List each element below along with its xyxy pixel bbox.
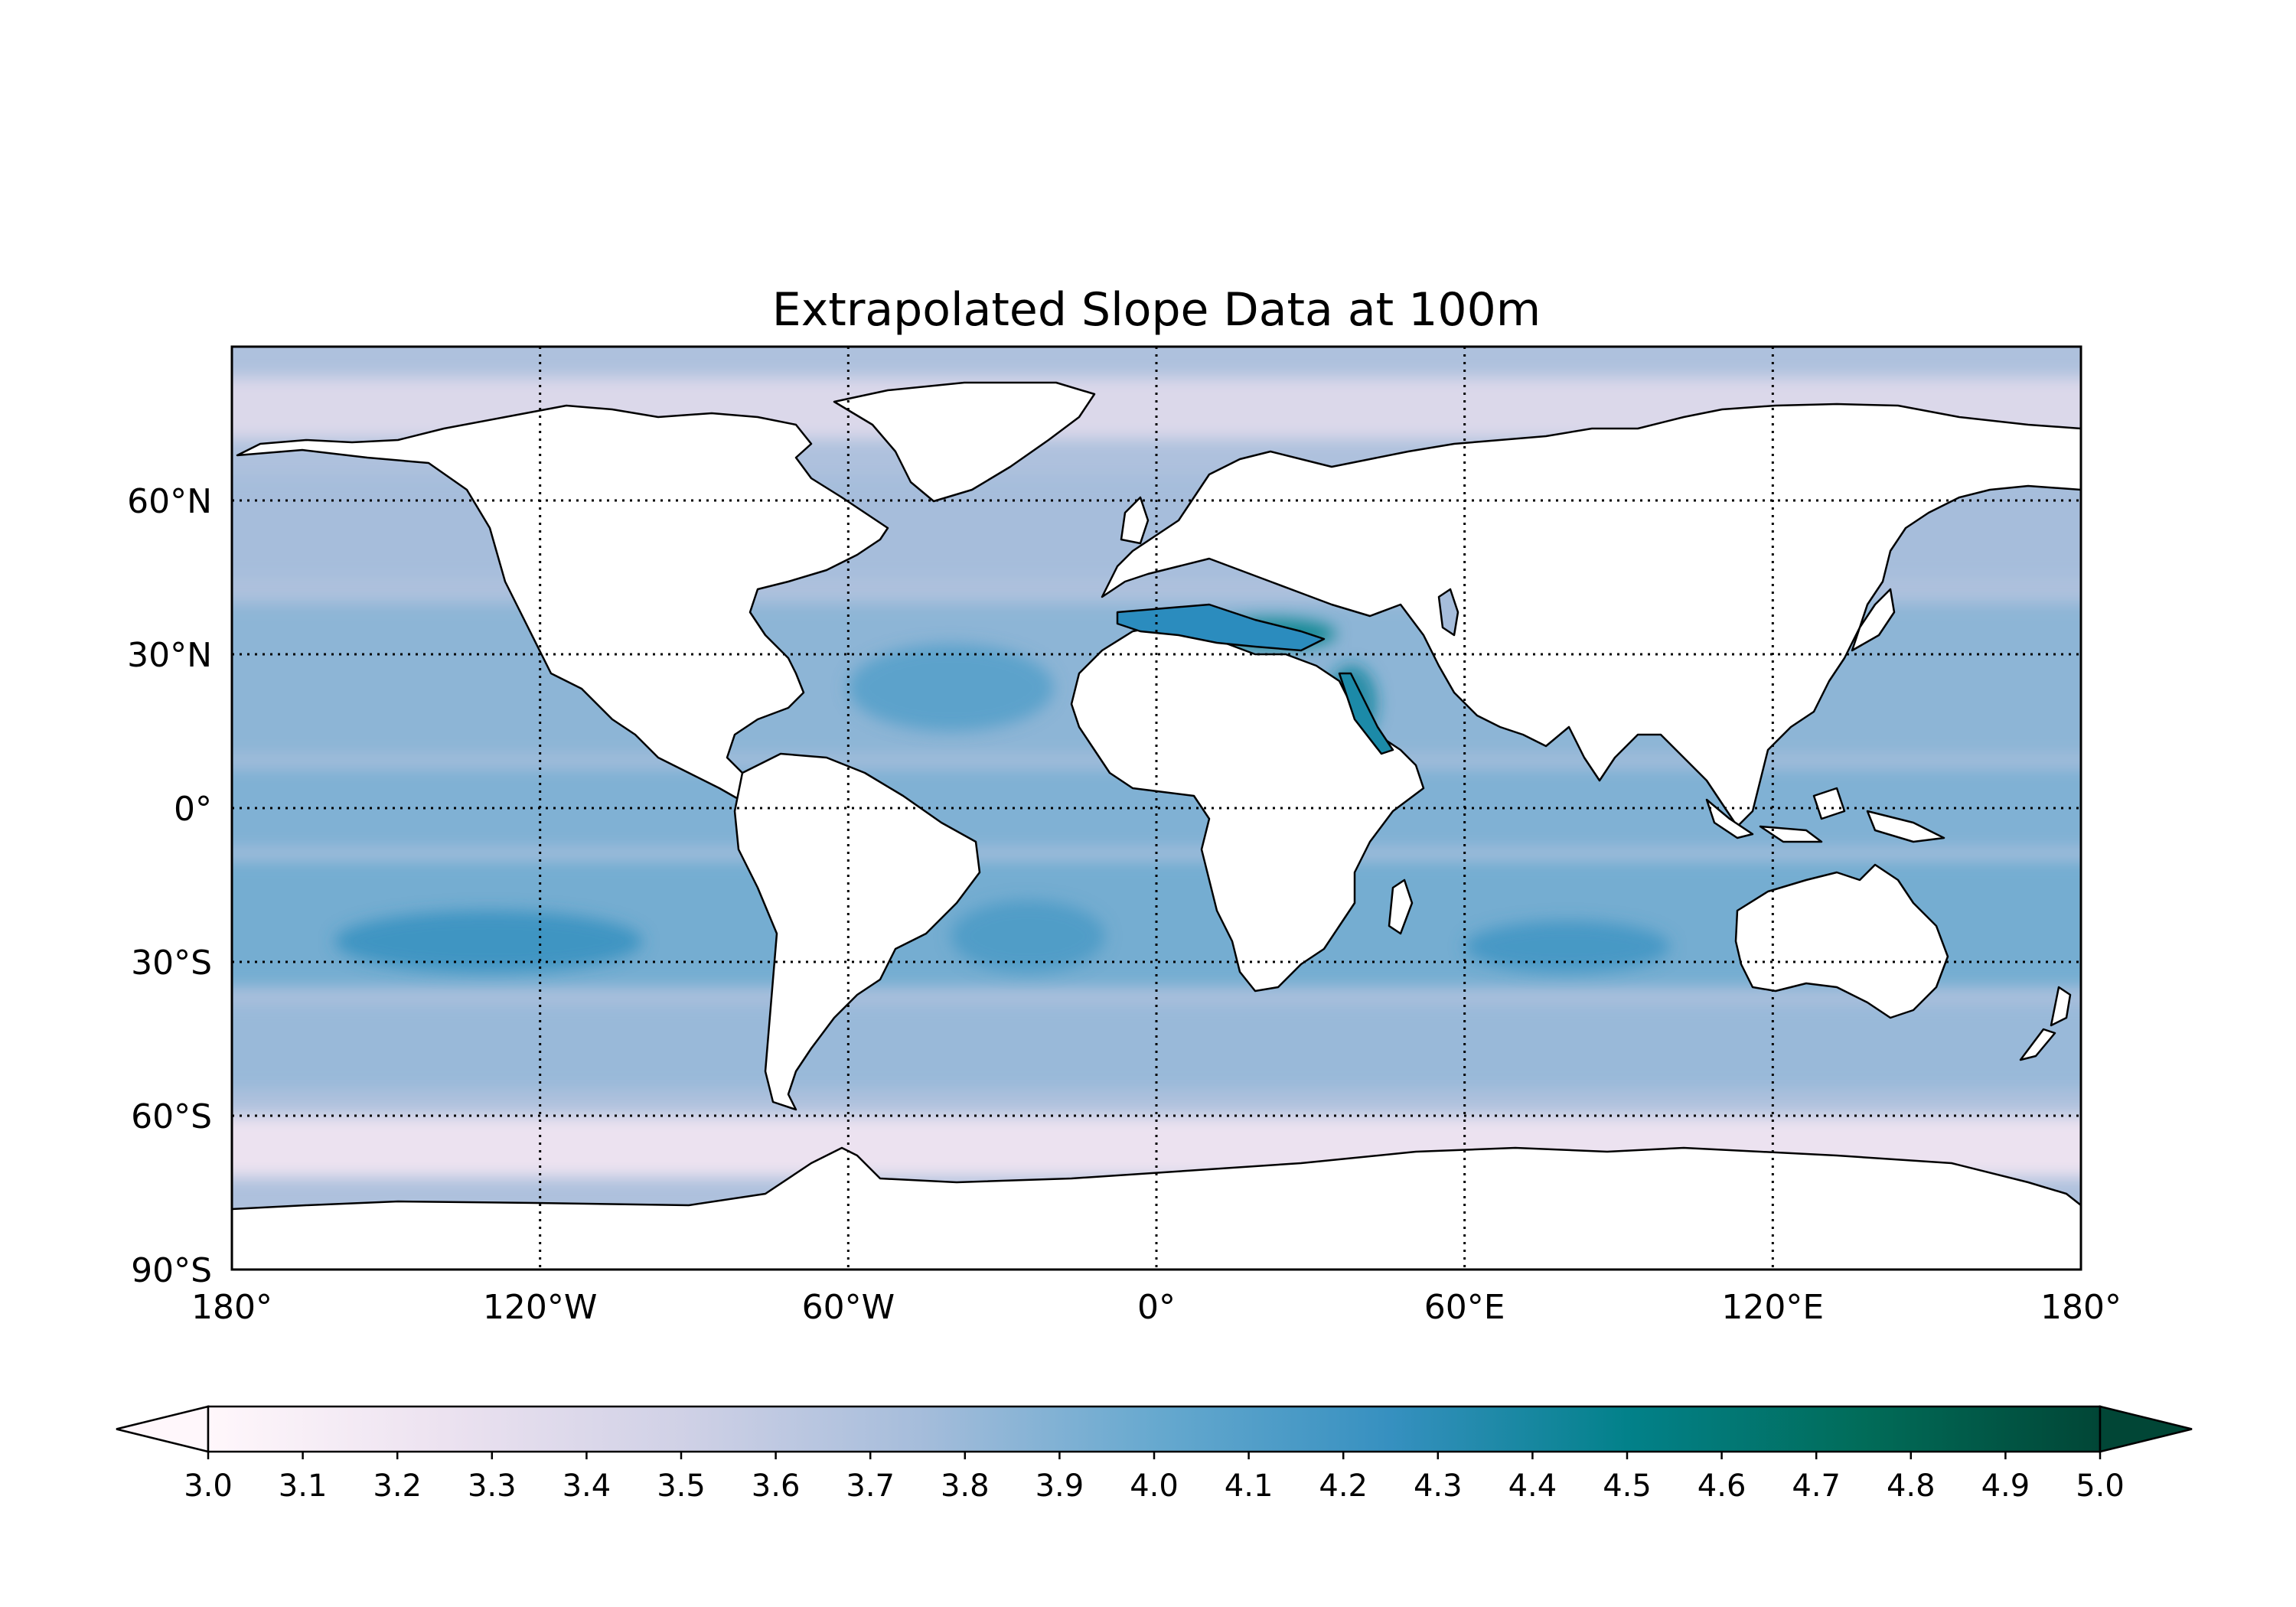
colorbar-tick-label: 3.6: [752, 1468, 801, 1504]
land-greenland: [833, 381, 1096, 503]
colorbar-tick-label: 3.4: [563, 1468, 612, 1504]
land-uk: [1120, 496, 1150, 545]
lon-tick-label: 180°: [191, 1288, 272, 1327]
colorbar-tick-label: 3.9: [1035, 1468, 1084, 1504]
colorbar-tick-label: 4.2: [1319, 1468, 1368, 1504]
colorbar-tick-label: 4.8: [1887, 1468, 1936, 1504]
land-south-america: [733, 752, 981, 1111]
ocean-highlight: [951, 900, 1105, 973]
colorbar-ticks: 3.0 3.1 3.2 3.3 3.4 3.5 3.6 3.7 3.8 3.9 4.0 4.1 4.2 4…: [184, 1452, 2125, 1504]
land-japan: [1851, 588, 1896, 652]
ocean-highlights: [334, 618, 1671, 973]
colorbar-tick-label: 4.5: [1603, 1468, 1652, 1504]
colorbar-tick-label: 4.7: [1792, 1468, 1841, 1504]
ocean-band: [232, 1002, 2081, 1090]
colorbar-tick-label: 3.3: [468, 1468, 517, 1504]
ocean-highlight: [1464, 921, 1671, 973]
lon-tick-label: 120°W: [483, 1288, 598, 1327]
land-new-zealand: [2019, 986, 2072, 1061]
colorbar-tick-label: 3.0: [184, 1468, 233, 1504]
lat-tick-label: 0°: [174, 790, 212, 829]
map-area: [232, 347, 2081, 1270]
colorbar-extend-min: [116, 1405, 210, 1453]
land-indonesia: [1705, 787, 1945, 843]
lat-tick-label: 60°S: [131, 1097, 212, 1136]
longitude-tick-labels: 180° 120°W 60°W 0° 60°E 120°E 180°: [191, 1288, 2122, 1327]
lat-tick-label: 30°S: [131, 944, 212, 983]
colorbar-tick-label: 3.8: [941, 1468, 990, 1504]
lon-tick-label: 180°: [2040, 1288, 2122, 1327]
colorbar-tick-label: 4.1: [1225, 1468, 1274, 1504]
colorbar-tick-label: 5.0: [2076, 1468, 2125, 1504]
colorbar-tick-label: 4.6: [1698, 1468, 1746, 1504]
colorbar-tick-label: 4.9: [1981, 1468, 2030, 1504]
land-antarctica: [232, 1146, 2081, 1270]
lon-tick-label: 0°: [1137, 1288, 1176, 1327]
latitude-tick-labels: 60°N 30°N 0° 30°S 60°S 90°S: [127, 482, 212, 1290]
land-masses: [232, 381, 2081, 1270]
land-australia: [1734, 863, 1949, 1019]
lat-tick-label: 90°S: [131, 1251, 212, 1290]
ocean-highlight: [848, 644, 1054, 732]
lon-tick-label: 60°W: [802, 1288, 895, 1327]
colorbar: 3.0 3.1 3.2 3.3 3.4 3.5 3.6 3.7 3.8 3.9 4.0 4.1 4.2 4…: [116, 1405, 2193, 1504]
colorbar-extend-max: [2099, 1405, 2193, 1453]
colorbar-tick-label: 3.5: [657, 1468, 706, 1504]
colorbar-tick-label: 3.7: [846, 1468, 895, 1504]
gridlines: [232, 347, 2081, 1270]
red-sea: [1338, 672, 1394, 755]
land-africa: [1070, 622, 1425, 993]
ocean-highlight: [334, 911, 643, 973]
mediterranean-sea: [1116, 603, 1326, 652]
colorbar-tick-label: 4.4: [1508, 1468, 1557, 1504]
map-frame: [230, 345, 2082, 1271]
lon-tick-label: 120°E: [1721, 1288, 1824, 1327]
lat-tick-label: 30°N: [127, 636, 212, 675]
land-madagascar: [1388, 878, 1414, 935]
map-title: Extrapolated Slope Data at 100m: [772, 283, 1541, 337]
colorbar-gradient: [207, 1405, 2102, 1453]
colorbar-tick-label: 3.2: [373, 1468, 422, 1504]
lon-tick-label: 60°E: [1424, 1288, 1505, 1327]
land-north-america: [236, 404, 889, 805]
lat-tick-label: 60°N: [127, 482, 212, 521]
colorbar-tick-label: 3.1: [279, 1468, 328, 1504]
colorbar-tick-label: 4.0: [1130, 1468, 1179, 1504]
caspian-sea: [1437, 588, 1459, 637]
colorbar-tick-label: 4.3: [1414, 1468, 1463, 1504]
